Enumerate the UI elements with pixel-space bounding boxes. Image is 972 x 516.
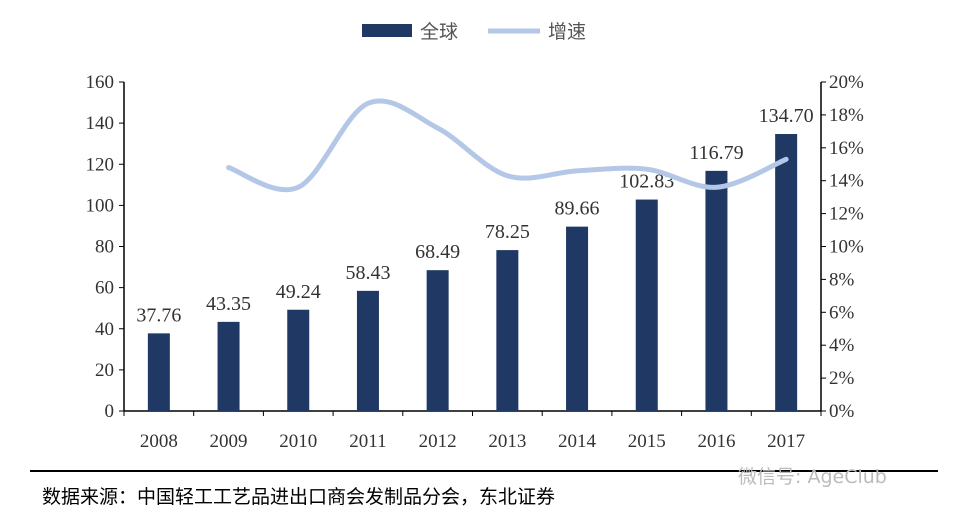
x-tick-label: 2008 (140, 431, 178, 452)
data-label: 89.66 (555, 198, 600, 220)
x-tick-label: 2009 (210, 431, 248, 452)
right-tick-label: 8% (829, 269, 855, 290)
left-tick-label: 140 (86, 113, 115, 134)
legend-label-line: 增速 (548, 21, 586, 43)
data-label: 134.70 (759, 105, 814, 127)
source-note: 数据来源：中国轻工工艺品进出口商会发制品分会，东北证券 (42, 486, 556, 508)
bar-2009 (217, 321, 240, 411)
growth-line (226, 98, 789, 193)
left-tick-label: 0 (105, 401, 115, 422)
bar-2015 (635, 199, 658, 411)
right-tick-label: 4% (829, 335, 855, 356)
data-label: 43.35 (206, 293, 251, 315)
x-tick-label: 2012 (419, 431, 457, 452)
data-label: 102.83 (619, 171, 674, 193)
x-tick-label: 2016 (697, 431, 735, 452)
bar-2014 (566, 226, 589, 411)
legend-swatch-bar (362, 24, 412, 37)
x-tick-label: 2015 (628, 431, 666, 452)
data-label: 49.24 (276, 281, 321, 303)
divider (30, 470, 938, 472)
right-tick-label: 14% (829, 171, 864, 192)
bar-2011 (356, 290, 379, 411)
left-tick-label: 60 (95, 278, 114, 299)
bar-2008 (147, 333, 170, 411)
data-label: 68.49 (415, 241, 460, 263)
right-tick-label: 18% (829, 105, 864, 126)
x-tick-label: 2010 (279, 431, 317, 452)
right-tick-label: 10% (829, 237, 864, 258)
x-tick-label: 2011 (349, 431, 386, 452)
left-tick-label: 40 (95, 319, 114, 340)
bar-2013 (496, 250, 519, 411)
x-tick-label: 2013 (488, 431, 526, 452)
left-tick-label: 120 (86, 154, 115, 175)
right-tick-label: 20% (829, 72, 864, 93)
x-tick-label: 2014 (558, 431, 597, 452)
left-tick-label: 160 (86, 72, 115, 93)
data-label: 116.79 (689, 142, 743, 164)
right-tick-label: 12% (829, 204, 864, 225)
data-label: 78.25 (485, 221, 530, 243)
left-tick-label: 100 (86, 195, 115, 216)
right-tick-label: 16% (829, 138, 864, 159)
watermark: 微信号: AgeClub (738, 466, 887, 488)
x-tick-label: 2017 (767, 431, 805, 452)
bar-2016 (705, 170, 728, 411)
bar-2010 (287, 309, 310, 411)
data-label: 37.76 (136, 304, 181, 326)
left-tick-label: 20 (95, 360, 114, 381)
right-tick-label: 0% (829, 401, 855, 422)
left-tick-label: 80 (95, 237, 114, 258)
bar-2012 (426, 270, 449, 411)
data-label: 58.43 (345, 262, 390, 284)
legend-label-bar: 全球 (420, 21, 458, 43)
right-tick-label: 6% (829, 302, 855, 323)
bar-2017 (775, 134, 798, 411)
right-tick-label: 2% (829, 368, 855, 389)
